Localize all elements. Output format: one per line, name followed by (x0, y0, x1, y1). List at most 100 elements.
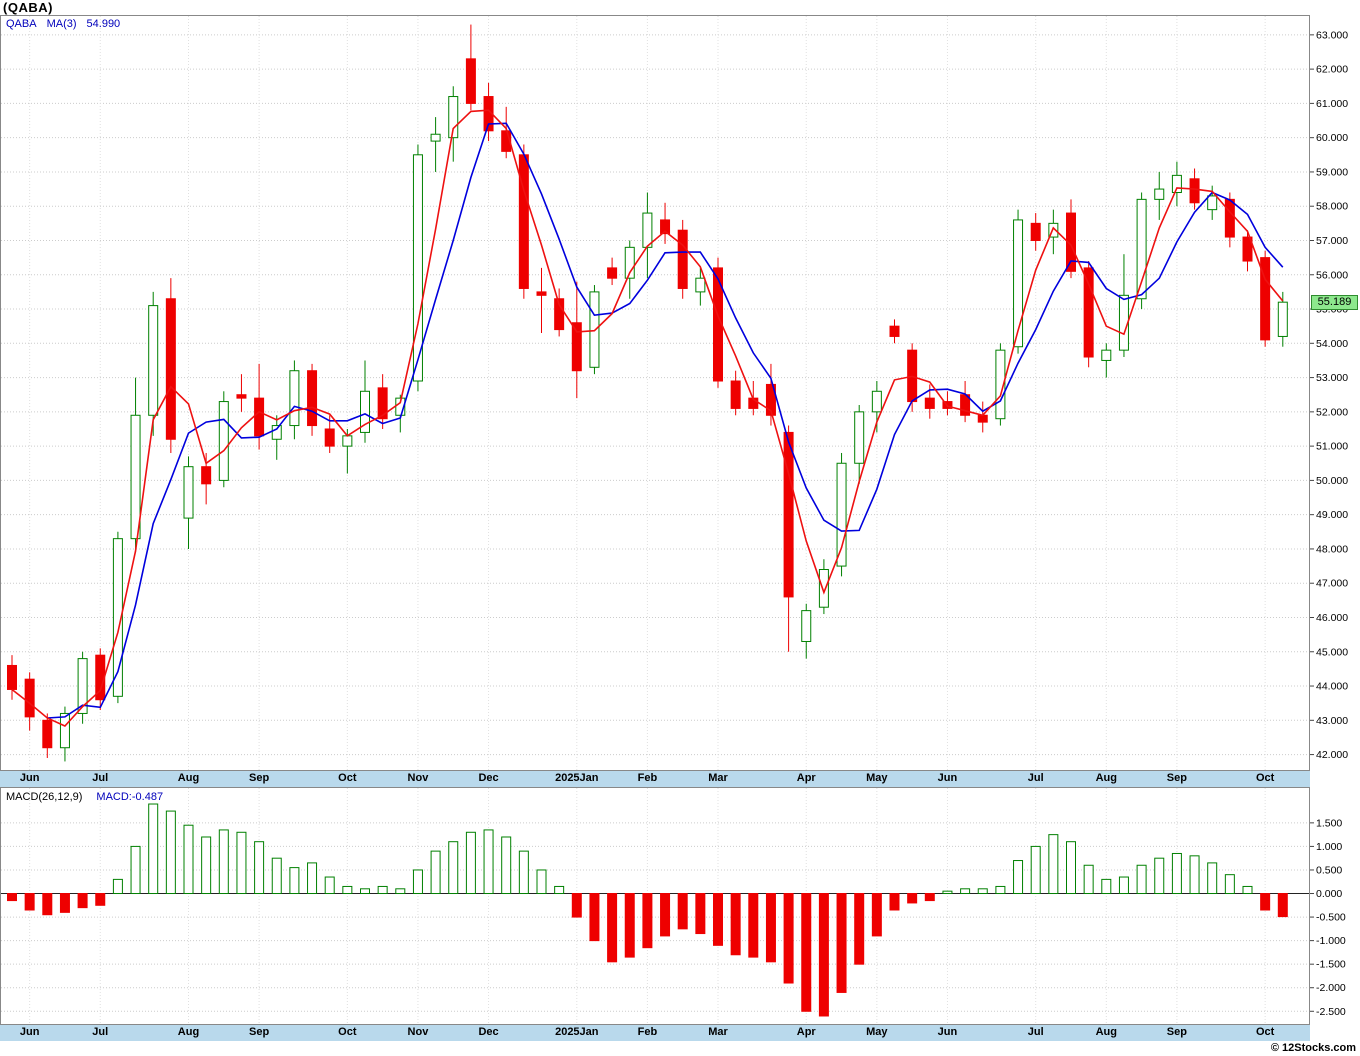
month-label: Aug (177, 1026, 200, 1038)
candle-body (77, 658, 88, 714)
macd-bar-positive (1013, 860, 1024, 895)
macd-bar-positive (377, 885, 388, 895)
candle-body (307, 370, 318, 427)
price-axis-label: 48.000 (1316, 543, 1348, 555)
macd-bar-positive (977, 888, 988, 895)
price-axis-label: 45.000 (1316, 646, 1348, 658)
macd-bar-positive (165, 810, 176, 895)
month-label: 2025Jan (555, 772, 599, 784)
candle-body (183, 466, 194, 519)
month-label: Sep (1166, 772, 1187, 784)
candle-body (360, 390, 370, 433)
candle-body (324, 428, 335, 447)
candle-body (412, 154, 423, 382)
month-label: Dec (478, 1026, 499, 1038)
candle-body (801, 610, 812, 642)
candle-body (1101, 349, 1112, 361)
candle-body (1066, 212, 1076, 272)
candle-body (571, 322, 582, 372)
candle-body (1260, 257, 1271, 341)
candle-body (1171, 174, 1182, 194)
month-label: Oct (1255, 772, 1275, 784)
candle-body (677, 229, 688, 289)
candle-body (1048, 222, 1059, 238)
macd-bar-negative (1260, 893, 1271, 911)
candle-body (7, 664, 17, 690)
macd-legend: MACD(26,12,9) MACD:-0.487 (6, 791, 163, 803)
candle-body (924, 397, 935, 409)
candle-body (607, 267, 618, 279)
candle-body (342, 435, 353, 447)
month-label: Sep (249, 1026, 270, 1038)
legend-ma-value: 54.990 (86, 18, 121, 30)
macd-bar-negative (1277, 893, 1288, 918)
macd-bar-positive (1030, 845, 1041, 895)
price-axis-label: 59.000 (1316, 166, 1348, 178)
candle-body (660, 219, 671, 235)
price-axis-label: 57.000 (1316, 235, 1348, 247)
macd-bar-negative (695, 893, 706, 935)
macd-chart-svg: 1.500 1.000 0.500 0.000 -0.500 -1.000 -1.500 -2… (0, 787, 1346, 1025)
candle-body (218, 401, 229, 481)
candle-body (130, 414, 141, 540)
month-label: Mar (708, 1026, 728, 1038)
macd-axis-label: -2.500 (1316, 1006, 1346, 1018)
macd-axis-label: -0.500 (1316, 912, 1346, 924)
macd-x-axis-strip: Jun Jul Aug Sep Oct Nov Dec 2025Jan Feb Mar Apr May… (0, 1025, 1310, 1041)
month-label: Jul (1027, 772, 1044, 784)
candle-body (289, 370, 300, 427)
month-label: Jul (92, 1026, 109, 1038)
month-label: Jul (92, 772, 109, 784)
macd-bar-positive (1101, 878, 1112, 895)
macd-bar-negative (59, 893, 70, 913)
macd-bar-negative (801, 893, 812, 1012)
candle-body (871, 390, 882, 413)
macd-axis-label: 0.500 (1316, 864, 1342, 876)
candle-body (1030, 222, 1041, 241)
macd-bar-positive (942, 890, 953, 895)
macd-bar-positive (324, 876, 335, 895)
legend-symbol: QABA (6, 18, 37, 30)
price-plot-border (0, 15, 1310, 771)
month-label: Aug (1095, 1026, 1117, 1038)
macd-bar-positive (960, 888, 971, 895)
candle-body (836, 462, 847, 567)
price-axis-label: 56.000 (1316, 269, 1348, 281)
macd-bar-negative (854, 893, 865, 965)
month-label: Mar (708, 772, 728, 784)
macd-bar-negative (889, 893, 900, 911)
macd-bar-negative (589, 893, 600, 942)
candle-body (642, 212, 653, 248)
month-label: Sep (1166, 1026, 1187, 1038)
candle-body (1224, 198, 1235, 238)
macd-bar-positive (1242, 885, 1253, 895)
price-chart-svg: 63.000 62.000 61.000 60.000 59.000 58.000 57.0… (0, 15, 1348, 771)
macd-legend-value: MACD:-0.487 (96, 791, 164, 803)
month-label: Jun (19, 772, 40, 784)
candle-body (1242, 236, 1253, 262)
macd-bar-positive (1136, 864, 1147, 895)
candle-body (730, 380, 741, 409)
macd-bar-positive (307, 862, 318, 895)
candle-body (1083, 267, 1094, 358)
month-label: Aug (177, 772, 200, 784)
macd-bar-negative (748, 893, 759, 958)
candle-body (42, 719, 53, 749)
candle-body (765, 383, 776, 416)
macd-axis-label: -2.000 (1316, 982, 1346, 994)
month-label: Jun (937, 1026, 958, 1038)
macd-bar-positive (360, 888, 370, 895)
price-axis-label: 54.000 (1316, 338, 1348, 350)
candle-body (995, 349, 1006, 420)
macd-bar-positive (236, 831, 247, 895)
candle-body (889, 325, 900, 337)
candle-body (112, 538, 123, 697)
candle-body (465, 58, 476, 104)
price-axis-label: 58.000 (1316, 201, 1348, 213)
candle-body (783, 431, 794, 598)
candle-body (1277, 301, 1288, 337)
candle-body (254, 397, 265, 437)
candle-body (148, 305, 159, 416)
macd-bar-negative (571, 893, 582, 918)
macd-bar-negative (836, 893, 847, 993)
